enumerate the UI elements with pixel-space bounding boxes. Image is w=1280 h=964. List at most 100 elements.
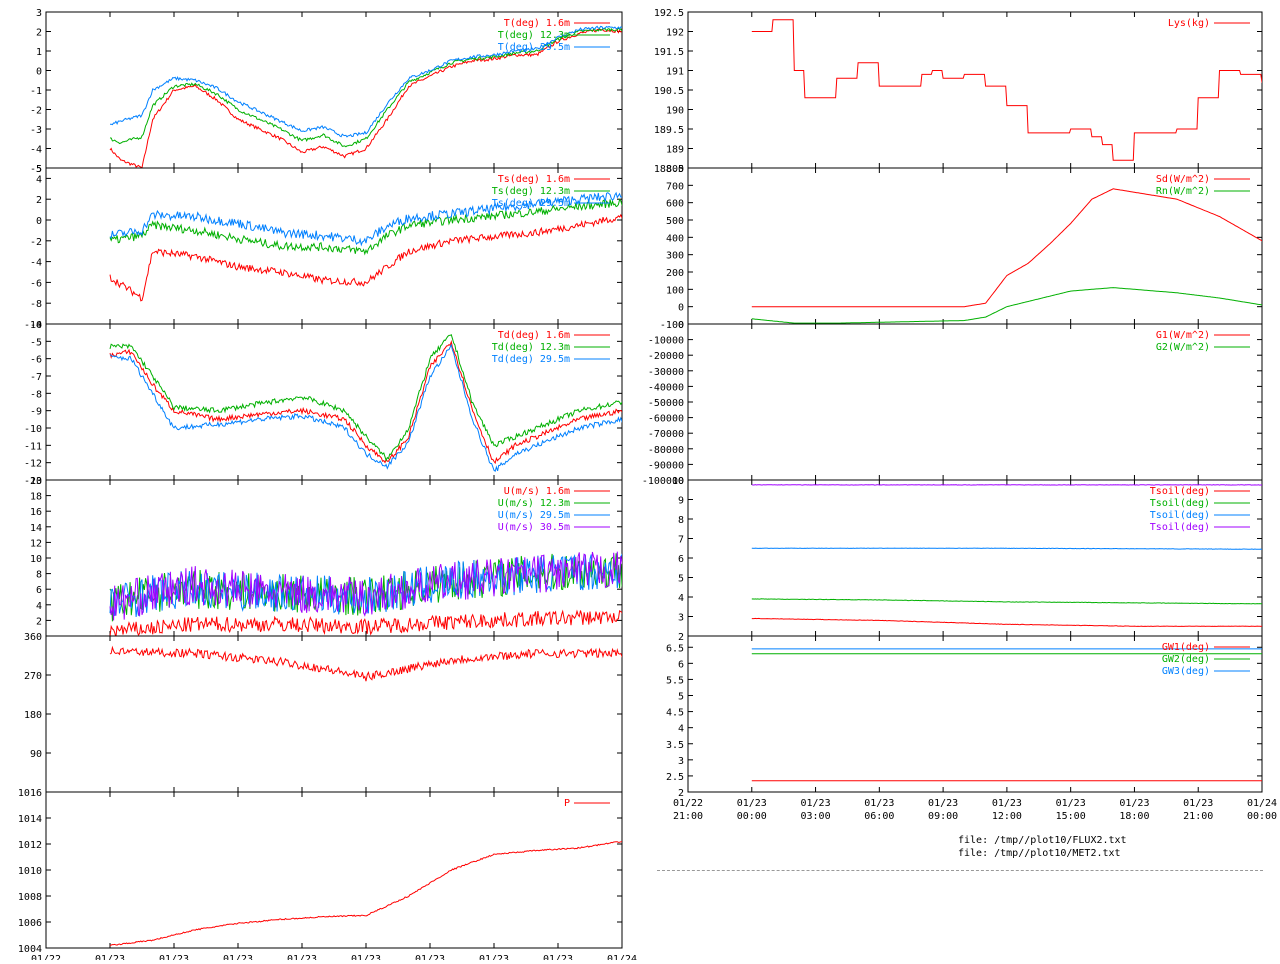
ytick-label: 270 <box>24 671 42 682</box>
ytick-label: -5 <box>30 337 42 348</box>
ytick-label: 0 <box>36 216 42 227</box>
ytick-label: 4.5 <box>666 708 684 719</box>
series-line-9-0 <box>752 618 1280 630</box>
series-line-1-1 <box>110 199 814 254</box>
series-line-2-1 <box>110 335 814 461</box>
ytick-label: 3 <box>36 8 42 19</box>
ytick-label: 7 <box>678 535 684 546</box>
ytick-label: -40000 <box>648 382 684 393</box>
xtick-label-time: 03:00 <box>801 811 831 822</box>
ytick-label: 191 <box>666 67 684 78</box>
xtick-label-time: 00:00 <box>1247 811 1277 822</box>
ytick-label: -50000 <box>648 398 684 409</box>
xtick-label-date: 01/23 <box>415 954 445 960</box>
ytick-label: -4 <box>30 258 42 269</box>
file-list: file: /tmp//plot10/FLUX2.txt file: /tmp/… <box>958 834 1127 860</box>
ytick-label: 1 <box>36 47 42 58</box>
ytick-label: 1016 <box>18 788 42 799</box>
ytick-label: -4 <box>30 145 42 156</box>
ytick-label: 100 <box>666 285 684 296</box>
ytick-label: 200 <box>666 268 684 279</box>
legend-label: P <box>564 798 570 809</box>
ytick-label: 14 <box>30 523 42 534</box>
ytick-label: 180 <box>24 710 42 721</box>
ytick-label: 8 <box>678 515 684 526</box>
ytick-label: 6.5 <box>666 643 684 654</box>
ytick-label: -20000 <box>648 351 684 362</box>
ytick-label: -1 <box>30 86 42 97</box>
ytick-label: 2 <box>678 632 684 643</box>
legend-label: Sd(W/m^2) <box>1156 174 1210 185</box>
xtick-label-date: 01/22 <box>31 954 61 960</box>
plot-frame-4 <box>46 636 622 792</box>
ytick-label-top: 5 <box>36 164 42 175</box>
plot-frame-5 <box>46 792 622 948</box>
ytick-label: 190.5 <box>654 86 684 97</box>
ytick-label: 190 <box>666 106 684 117</box>
legend-label: Tsoil(deg) <box>1150 510 1210 521</box>
xtick-label-date: 01/23 <box>95 954 125 960</box>
xtick-label-date: 01/23 <box>864 798 894 809</box>
xtick-label-time: 15:00 <box>1056 811 1086 822</box>
plot-frame-6 <box>688 12 1262 168</box>
series-line-0-2 <box>110 26 814 137</box>
ytick-label: -60000 <box>648 414 684 425</box>
ytick-label: 189 <box>666 145 684 156</box>
xtick-label-date: 01/23 <box>479 954 509 960</box>
ytick-label: 4 <box>678 593 684 604</box>
legend-label: Tsoil(deg) <box>1150 498 1210 509</box>
legend-label: Td(deg) 29.5m <box>492 354 570 365</box>
legend-label: GW2(deg) <box>1162 654 1210 665</box>
ytick-label: 700 <box>666 181 684 192</box>
ytick-label: -11 <box>24 441 42 452</box>
series-line-4-0 <box>110 648 814 682</box>
legend-label: GW3(deg) <box>1162 666 1210 677</box>
ytick-label: -9 <box>30 407 42 418</box>
ytick-label: 1014 <box>18 814 42 825</box>
xtick-label-time: 21:00 <box>673 811 703 822</box>
legend-label: GW1(deg) <box>1162 642 1210 653</box>
ytick-label: 4 <box>36 174 42 185</box>
ytick-label: 1008 <box>18 892 42 903</box>
series-line-0-1 <box>110 28 814 147</box>
ytick-label: 1006 <box>18 918 42 929</box>
file-label-1: file: /tmp//plot10/FLUX2.txt <box>958 834 1127 847</box>
ytick-label: 8 <box>36 570 42 581</box>
ytick-label: -10 <box>24 424 42 435</box>
ytick-label: 0 <box>36 67 42 78</box>
series-line-3-2 <box>110 554 814 617</box>
ytick-label: 1012 <box>18 840 42 851</box>
legend-label: G2(W/m^2) <box>1156 342 1210 353</box>
legend-label: T(deg) 12.3m <box>498 30 570 41</box>
legend-label: Rn(W/m^2) <box>1156 186 1210 197</box>
ytick-label: 2 <box>36 195 42 206</box>
xtick-label-date: 01/23 <box>159 954 189 960</box>
ytick-label-top: 800 <box>666 164 684 175</box>
ytick-label: -10000 <box>648 336 684 347</box>
legend-label: T(deg) 1.6m <box>504 18 570 29</box>
ytick-label: 9 <box>678 496 684 507</box>
xtick-label-date: 01/24 <box>1247 798 1277 809</box>
ytick-label: 191.5 <box>654 47 684 58</box>
legend-label: U(m/s) 12.3m <box>498 498 570 509</box>
ytick-label: 300 <box>666 251 684 262</box>
xtick-label-time: 06:00 <box>864 811 894 822</box>
legend-label: Ts(deg) 12.3m <box>492 186 570 197</box>
ytick-label: 5 <box>678 692 684 703</box>
xtick-label-date: 01/23 <box>992 798 1022 809</box>
series-line-2-2 <box>110 345 814 471</box>
series-line-2-0 <box>110 342 814 463</box>
xtick-label-date: 01/23 <box>1119 798 1149 809</box>
ytick-label: -4 <box>30 320 42 331</box>
ytick-label: 12 <box>30 538 42 549</box>
ytick-label: 4 <box>678 724 684 735</box>
ytick-label: 10 <box>30 554 42 565</box>
ytick-label: 2.5 <box>666 772 684 783</box>
legend-label: G1(W/m^2) <box>1156 330 1210 341</box>
ytick-label: 5 <box>678 574 684 585</box>
series-line-9-2 <box>752 548 1280 550</box>
xtick-label-date: 01/23 <box>287 954 317 960</box>
legend-label: Td(deg) 12.3m <box>492 342 570 353</box>
